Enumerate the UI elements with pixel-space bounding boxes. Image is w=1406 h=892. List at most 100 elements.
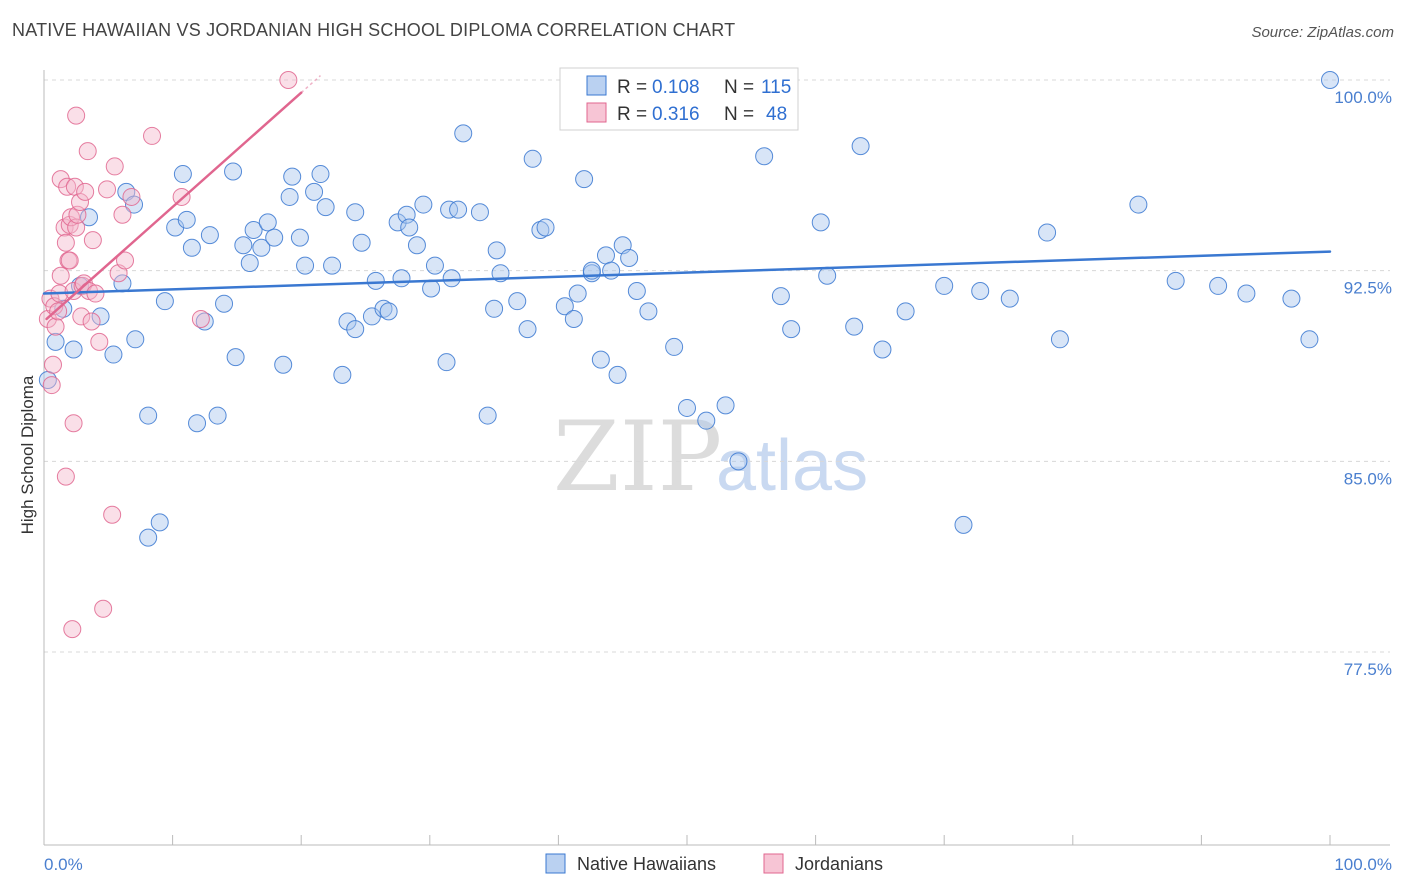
native-hawaiians-point: [755, 147, 774, 166]
native-hawaiians-point: [470, 203, 489, 222]
native-hawaiians-point: [536, 218, 555, 237]
native-hawaiians-point: [274, 355, 293, 374]
chart-title: NATIVE HAWAIIAN VS JORDANIAN HIGH SCHOOL…: [12, 20, 736, 40]
jordanians-point: [103, 505, 122, 524]
jordanians-point: [44, 355, 63, 374]
native-hawaiians-point: [896, 302, 915, 321]
native-hawaiians-trendline: [42, 250, 1332, 295]
native-hawaiians-point: [627, 282, 646, 301]
bottom-legend-label-native-hawaiians: Native Hawaiians: [577, 854, 716, 874]
jordanians-point: [105, 157, 124, 176]
native-hawaiians-point: [440, 200, 459, 219]
native-hawaiians-point: [305, 182, 324, 201]
native-hawaiians-point: [508, 292, 527, 311]
jordanians-point: [86, 284, 105, 303]
native-hawaiians-point: [226, 348, 245, 367]
jordanians-point: [98, 180, 117, 199]
native-hawaiians-point: [234, 236, 253, 255]
x-tick-label: 0.0%: [44, 855, 83, 874]
trendline-layer: [42, 75, 1332, 321]
jordanians-point: [58, 177, 77, 196]
native-hawaiians-point: [591, 350, 610, 369]
native-hawaiians-point: [379, 302, 398, 321]
native-hawaiians-point: [1321, 71, 1339, 89]
native-hawaiians-point: [518, 320, 537, 339]
jordanians-point: [64, 414, 83, 433]
legend-swatch-jordanians: [586, 102, 607, 123]
jordanians-point: [42, 376, 61, 395]
native-hawaiians-point: [240, 254, 259, 273]
jordanians-point: [49, 302, 68, 321]
native-hawaiians-point: [126, 330, 145, 349]
top-legend: R = 0.108 N = 115 R = 0.316 N = 48: [559, 67, 799, 131]
native-hawaiians-point: [454, 124, 473, 143]
y-tick-label: 77.5%: [1344, 660, 1392, 679]
native-hawaiians-point: [188, 414, 207, 433]
jordanians-point: [76, 182, 95, 201]
legend-r-value-1: 0.108: [652, 77, 700, 98]
native-hawaiians-point: [697, 411, 716, 430]
native-hawaiians-point: [252, 238, 271, 257]
native-hawaiians-point: [91, 307, 110, 326]
jordanians-point: [90, 332, 109, 351]
jordanians-point: [72, 307, 91, 326]
native-hawaiians-point: [64, 340, 83, 359]
native-hawaiians-point: [555, 297, 574, 316]
legend-n-value-1: 115: [761, 77, 791, 98]
native-hawaiians-point: [449, 200, 468, 219]
native-hawaiians-point: [1000, 289, 1019, 308]
native-hawaiians-point: [729, 452, 748, 471]
native-hawaiians-point: [1166, 271, 1185, 290]
legend-n-value-2: 48: [766, 104, 787, 125]
native-hawaiians-point: [139, 406, 158, 425]
native-hawaiians-point: [487, 241, 506, 260]
jordanians-point: [82, 312, 101, 331]
legend-n-label-2: N =: [724, 104, 754, 125]
native-hawaiians-point: [1038, 223, 1057, 242]
native-hawaiians-point: [333, 365, 352, 384]
native-hawaiians-point: [422, 279, 441, 298]
bottom-legend-swatch-native-hawaiians: [545, 853, 566, 874]
axis-layer: [43, 70, 1390, 846]
native-hawaiians-point: [782, 320, 801, 339]
native-hawaiians-point: [620, 248, 639, 267]
watermark-zip: ZIP: [553, 401, 722, 513]
jordanians-trendline-extension: [300, 75, 321, 94]
native-hawaiians-point: [104, 345, 123, 364]
jordanians-point: [56, 467, 75, 486]
y-tick-label: 85.0%: [1344, 469, 1392, 488]
native-hawaiians-point: [177, 210, 196, 229]
native-hawaiians-point: [283, 167, 302, 186]
bottom-legend-label-jordanians: Jordanians: [795, 854, 883, 874]
native-hawaiians-point: [716, 396, 735, 415]
jordanians-point: [67, 106, 86, 125]
jordanians-points: [38, 71, 298, 639]
native-hawaiians-point: [1282, 289, 1301, 308]
native-hawaiians-point: [208, 406, 227, 425]
native-hawaiians-point: [935, 276, 954, 295]
native-hawaiians-points: [38, 71, 1339, 547]
jordanians-point: [71, 193, 90, 212]
legend-n-label-1: N =: [724, 77, 754, 98]
native-hawaiians-point: [568, 284, 587, 303]
native-hawaiians-point: [150, 513, 169, 532]
native-hawaiians-point: [954, 515, 973, 534]
jordanians-point: [83, 231, 102, 250]
native-hawaiians-point: [46, 332, 65, 351]
y-axis-title: High School Diploma: [18, 375, 37, 534]
native-hawaiians-point: [771, 287, 790, 306]
native-hawaiians-point: [678, 398, 696, 417]
native-hawaiians-point: [531, 220, 550, 239]
jordanians-point: [122, 187, 141, 206]
native-hawaiians-point: [200, 226, 219, 245]
legend-r-label-2: R =: [617, 104, 647, 125]
native-hawaiians-point: [352, 233, 371, 252]
native-hawaiians-point: [258, 213, 277, 232]
jordanians-trendline: [45, 91, 303, 321]
native-hawaiians-point: [437, 353, 456, 372]
native-hawaiians-point: [851, 137, 870, 156]
native-hawaiians-point: [366, 271, 385, 290]
bottom-legend-swatch-jordanians: [763, 853, 784, 874]
native-hawaiians-point: [811, 213, 830, 232]
